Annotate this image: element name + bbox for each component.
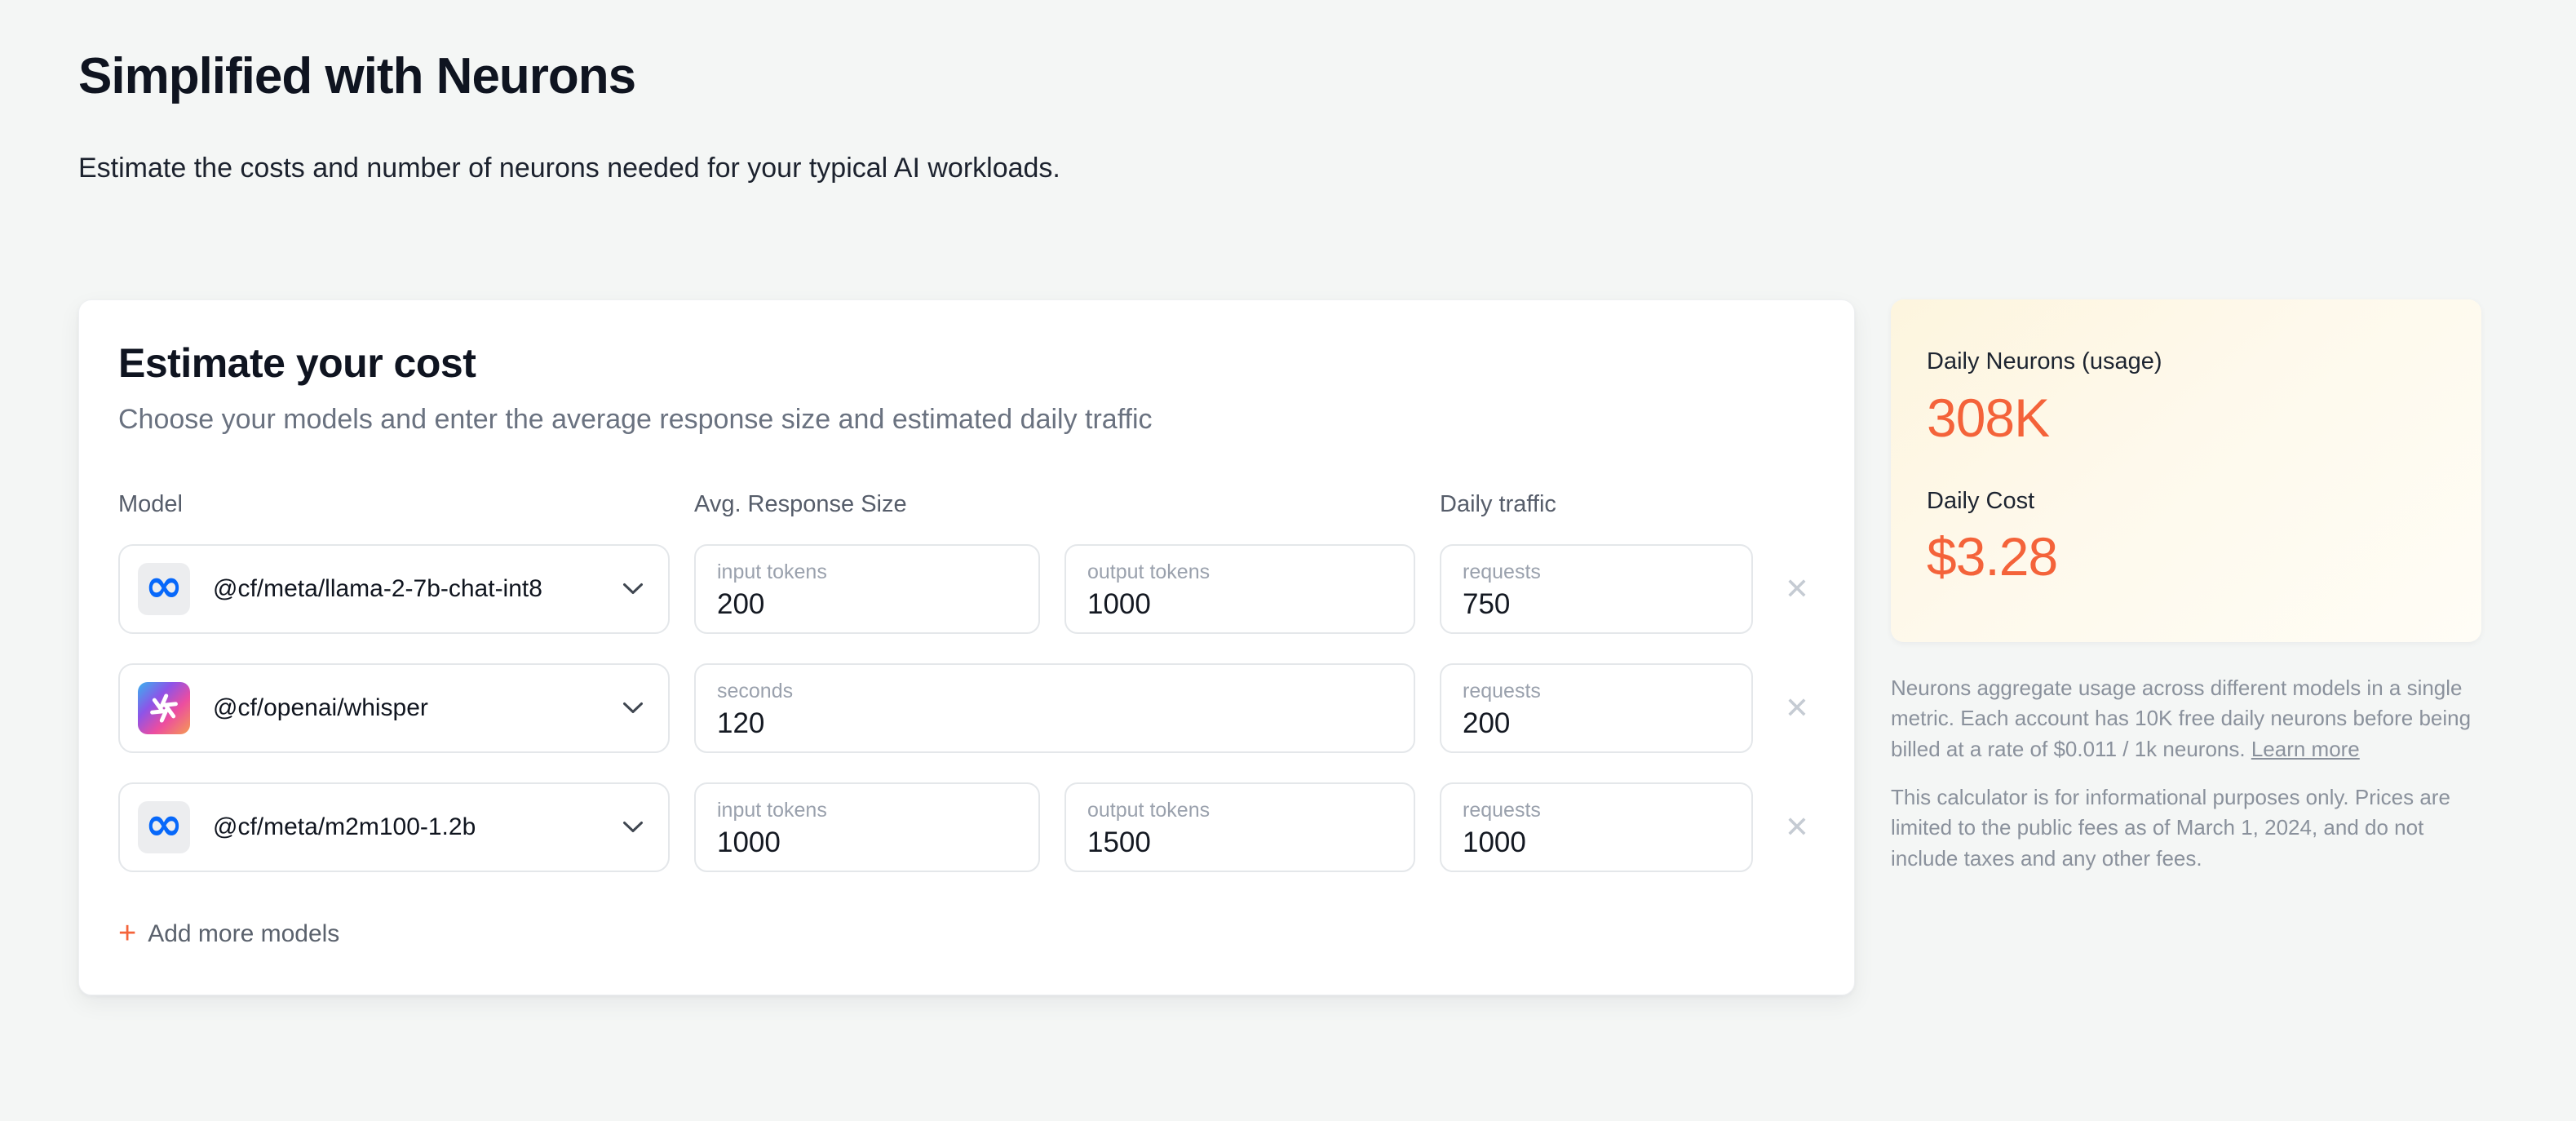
output-tokens-input[interactable] bbox=[1087, 584, 1392, 623]
chevron-down-icon bbox=[622, 583, 644, 596]
daily-summary-card: Daily Neurons (usage) 308K Daily Cost $3… bbox=[1891, 299, 2481, 642]
field-label: input tokens bbox=[717, 798, 827, 822]
calculator-layout: Estimate your cost Choose your models an… bbox=[78, 299, 2576, 995]
remove-model-button[interactable]: ✕ bbox=[1780, 569, 1814, 609]
footnotes: Neurons aggregate usage across different… bbox=[1891, 673, 2481, 875]
page-title: Simplified with Neurons bbox=[78, 48, 636, 104]
model-rows: ∞ @cf/meta/llama-2-7b-chat-int8 input toke… bbox=[118, 543, 1815, 872]
field-label: input tokens bbox=[717, 560, 827, 583]
page-subtitle: Estimate the costs and number of neurons… bbox=[78, 153, 1060, 184]
pricing-calculator-page: Simplified with Neurons Estimate the cos… bbox=[78, 48, 2576, 995]
remove-model-button[interactable]: ✕ bbox=[1780, 808, 1814, 847]
field-label: requests bbox=[1463, 560, 1541, 583]
model-name: @cf/meta/m2m100-1.2b bbox=[213, 813, 476, 840]
plus-icon: + bbox=[118, 915, 137, 950]
meta-icon: ∞ bbox=[138, 562, 190, 615]
model-name: @cf/meta/llama-2-7b-chat-int8 bbox=[213, 574, 542, 602]
input-tokens-field[interactable]: input tokens bbox=[694, 543, 1040, 634]
add-more-models-button[interactable]: + Add more models bbox=[118, 915, 340, 950]
summary-column: Daily Neurons (usage) 308K Daily Cost $3… bbox=[1891, 299, 2481, 874]
requests-field[interactable]: requests bbox=[1440, 543, 1753, 634]
column-header-response-size: Avg. Response Size bbox=[694, 490, 907, 517]
requests-field[interactable]: requests bbox=[1440, 782, 1753, 872]
model-name: @cf/openai/whisper bbox=[213, 693, 428, 721]
column-headers: Model Avg. Response Size Daily traffic bbox=[118, 491, 1815, 518]
estimate-cost-card: Estimate your cost Choose your models an… bbox=[78, 299, 1855, 995]
learn-more-link[interactable]: Learn more bbox=[2251, 736, 2360, 761]
neurons-explainer-text: Neurons aggregate usage across different… bbox=[1891, 675, 2472, 761]
requests-input[interactable] bbox=[1463, 822, 1730, 861]
column-header-model: Model bbox=[118, 490, 183, 517]
output-tokens-field[interactable]: output tokens bbox=[1064, 543, 1415, 634]
requests-input[interactable] bbox=[1463, 584, 1730, 623]
requests-input[interactable] bbox=[1463, 703, 1730, 742]
card-title: Estimate your cost bbox=[118, 339, 476, 386]
openai-icon bbox=[138, 681, 190, 734]
field-label: requests bbox=[1463, 679, 1541, 702]
output-tokens-field[interactable]: output tokens bbox=[1064, 782, 1415, 872]
requests-field[interactable]: requests bbox=[1440, 662, 1753, 753]
model-select[interactable]: ∞ @cf/meta/llama-2-7b-chat-int8 bbox=[118, 543, 670, 634]
daily-neurons-label: Daily Neurons (usage) bbox=[1927, 348, 2162, 374]
seconds-input[interactable] bbox=[717, 703, 1392, 742]
model-row: ∞ @cf/meta/llama-2-7b-chat-int8 input toke… bbox=[118, 543, 1815, 634]
column-header-daily-traffic: Daily traffic bbox=[1440, 490, 1556, 517]
meta-icon: ∞ bbox=[138, 800, 190, 853]
input-tokens-field[interactable]: input tokens bbox=[694, 782, 1040, 872]
seconds-field[interactable]: seconds bbox=[694, 662, 1415, 753]
input-tokens-input[interactable] bbox=[717, 822, 1017, 861]
model-select[interactable]: ∞ @cf/meta/m2m100-1.2b bbox=[118, 782, 670, 872]
chevron-down-icon bbox=[622, 702, 644, 715]
output-tokens-input[interactable] bbox=[1087, 822, 1392, 861]
daily-cost-value: $3.28 bbox=[1927, 526, 2058, 587]
field-label: output tokens bbox=[1087, 798, 1211, 822]
model-row: ∞ @cf/meta/m2m100-1.2b input tokens output … bbox=[118, 782, 1815, 872]
chevron-down-icon bbox=[622, 821, 644, 834]
field-label: seconds bbox=[717, 679, 794, 702]
remove-model-button[interactable]: ✕ bbox=[1780, 689, 1814, 728]
field-label: requests bbox=[1463, 798, 1541, 822]
add-more-label: Add more models bbox=[148, 919, 340, 947]
field-label: output tokens bbox=[1087, 560, 1211, 583]
daily-neurons-value: 308K bbox=[1927, 387, 2050, 448]
model-row: @cf/openai/whisper seconds requests ✕ bbox=[118, 662, 1815, 753]
neurons-explainer-note: Neurons aggregate usage across different… bbox=[1891, 673, 2481, 764]
model-select[interactable]: @cf/openai/whisper bbox=[118, 662, 670, 753]
disclaimer-note: This calculator is for informational pur… bbox=[1891, 784, 2450, 871]
daily-cost-label: Daily Cost bbox=[1927, 487, 2035, 514]
card-subtitle: Choose your models and enter the average… bbox=[118, 403, 1153, 435]
input-tokens-input[interactable] bbox=[717, 584, 1017, 623]
